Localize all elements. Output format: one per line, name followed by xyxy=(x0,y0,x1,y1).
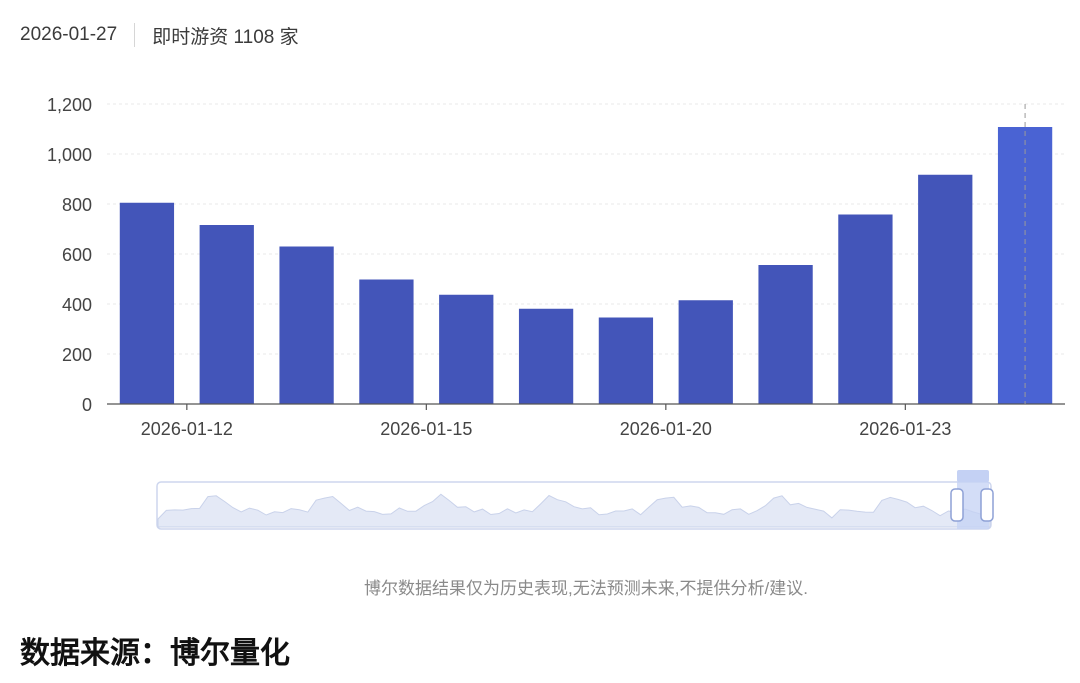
y-tick-label: 800 xyxy=(62,195,92,215)
bar-2026-01-15[interactable] xyxy=(359,279,414,405)
y-tick-label: 1,000 xyxy=(47,145,92,165)
zoom-move-handle[interactable] xyxy=(957,470,989,482)
data-source-text: 数据来源：博尔量化 xyxy=(20,636,290,671)
bar-2026-01-13[interactable] xyxy=(199,225,254,404)
zoom-left-handle[interactable] xyxy=(950,488,964,522)
disclaimer-text: 博尔数据结果仅为历史表现,无法预测未来,不提供分析/建议. xyxy=(364,579,808,598)
bar-2026-01-19[interactable] xyxy=(518,308,574,404)
y-tick-label: 1,200 xyxy=(47,95,92,115)
bar-2026-01-16[interactable] xyxy=(439,294,494,404)
bar-2026-01-22[interactable] xyxy=(758,265,813,404)
y-axis-ticks: 0 200 400 600 800 1,000 1,200 xyxy=(47,95,92,415)
bar-2026-01-20[interactable] xyxy=(598,317,654,405)
bars xyxy=(119,127,1053,405)
header-date: 2026-01-27 xyxy=(20,24,118,45)
y-tick-label: 0 xyxy=(82,395,92,415)
bar-2026-01-12[interactable] xyxy=(119,202,175,404)
x-tick-label: 2026-01-15 xyxy=(380,419,472,439)
header: 2026-01-27 即时游资 1108 家 xyxy=(20,20,299,50)
bar-2026-01-21[interactable] xyxy=(678,300,733,404)
grid-lines xyxy=(107,103,1065,355)
bar-2026-01-14[interactable] xyxy=(279,246,334,405)
data-zoom-slider[interactable] xyxy=(156,470,994,530)
x-tick-label: 2026-01-20 xyxy=(620,419,712,439)
x-tick-label: 2026-01-12 xyxy=(141,419,233,439)
y-tick-label: 400 xyxy=(62,295,92,315)
x-tick-label: 2026-01-23 xyxy=(859,419,951,439)
y-tick-label: 600 xyxy=(62,245,92,265)
zoom-right-handle[interactable] xyxy=(980,488,994,522)
header-divider xyxy=(134,23,136,47)
zoom-preview-shape xyxy=(157,493,991,528)
x-axis-ticks: 2026-01-12 2026-01-15 2026-01-20 2026-01-23 xyxy=(141,404,951,439)
header-info: 即时游资 1108 家 xyxy=(152,26,299,48)
bar-2026-01-26[interactable] xyxy=(918,174,973,404)
bar-2026-01-23[interactable] xyxy=(838,214,893,405)
y-tick-label: 200 xyxy=(62,345,92,365)
